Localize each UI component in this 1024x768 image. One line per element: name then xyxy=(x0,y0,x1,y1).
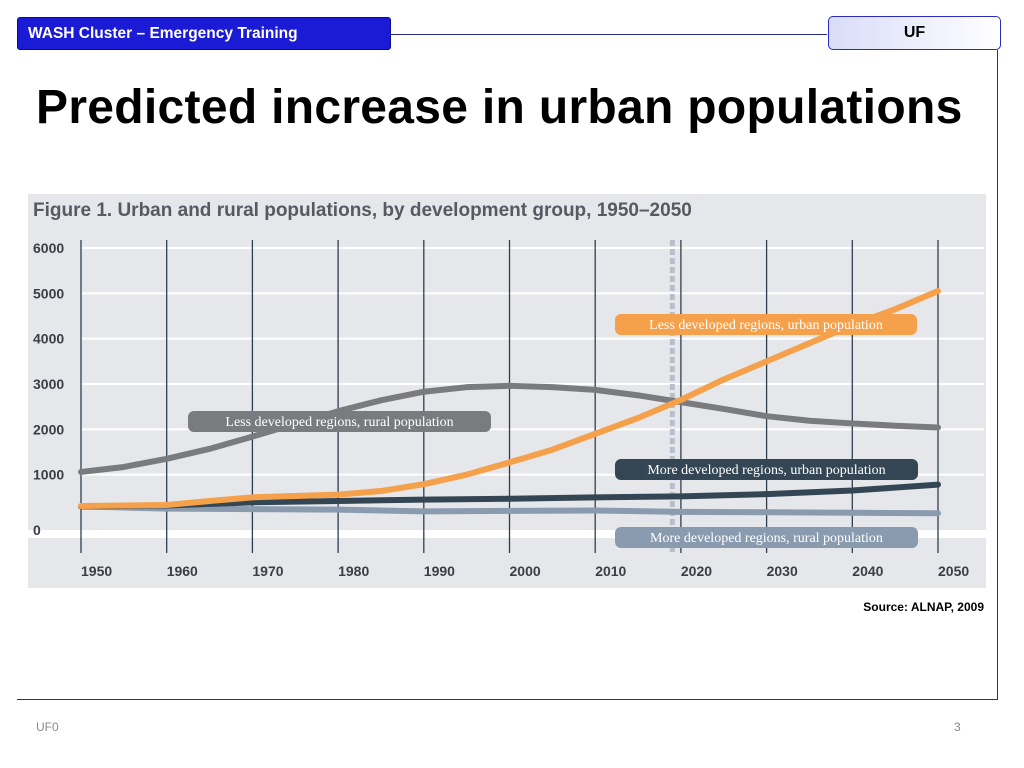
course-title: WASH Cluster – Emergency Training xyxy=(28,24,298,42)
series-line-4 xyxy=(78,503,941,517)
figure-panel xyxy=(28,194,986,588)
x-tick-2040: 2040 xyxy=(852,563,883,579)
series-label-4: More developed regions, rural population xyxy=(650,531,883,546)
series-label-tag-4 xyxy=(615,527,918,548)
x-tick-1970: 1970 xyxy=(252,563,283,579)
x-tick-2000: 2000 xyxy=(510,563,541,579)
course-title-banner: WASH Cluster – Emergency Training xyxy=(17,17,391,50)
x-tick-2020: 2020 xyxy=(681,563,712,579)
right-border xyxy=(997,50,998,700)
y-tick-1000: 1000 xyxy=(33,467,64,483)
chart-title: Figure 1. Urban and rural populations, b… xyxy=(33,200,692,221)
series-label-1: Less developed regions, urban population xyxy=(649,318,883,333)
y-tick-3000: 3000 xyxy=(33,376,64,392)
x-tick-2050: 2050 xyxy=(938,563,969,579)
x-tick-1990: 1990 xyxy=(424,563,455,579)
series-line-3 xyxy=(78,481,941,510)
x-tick-1950: 1950 xyxy=(81,563,112,579)
slide-title: Predicted increase in urban populations xyxy=(36,81,963,134)
series-label-2: Less developed regions, rural population xyxy=(225,415,453,430)
series-line-2 xyxy=(78,382,941,475)
page-number: 3 xyxy=(954,720,961,734)
baseline-band xyxy=(28,530,986,538)
source-citation: Source: ALNAP, 2009 xyxy=(863,600,984,614)
y-tick-2000: 2000 xyxy=(33,421,64,437)
y-tick-0: 0 xyxy=(33,522,41,538)
unit-tag: UF xyxy=(828,16,1001,50)
y-tick-6000: 6000 xyxy=(33,240,64,256)
x-tick-1980: 1980 xyxy=(338,563,369,579)
series-line-1 xyxy=(78,288,941,509)
series-label-tag-3 xyxy=(615,459,918,480)
footer-label: UF0 xyxy=(36,720,59,734)
unit-tag-label: UF xyxy=(903,24,926,41)
series-label-3: More developed regions, urban population xyxy=(647,463,885,478)
x-tick-1960: 1960 xyxy=(167,563,198,579)
y-tick-5000: 5000 xyxy=(33,285,64,301)
x-tick-2010: 2010 xyxy=(595,563,626,579)
x-tick-2030: 2030 xyxy=(767,563,798,579)
y-tick-4000: 4000 xyxy=(33,331,64,347)
series-label-tag-1 xyxy=(615,314,917,335)
bottom-border xyxy=(17,699,998,700)
series-label-tag-2 xyxy=(188,411,491,432)
header-divider xyxy=(391,34,827,35)
